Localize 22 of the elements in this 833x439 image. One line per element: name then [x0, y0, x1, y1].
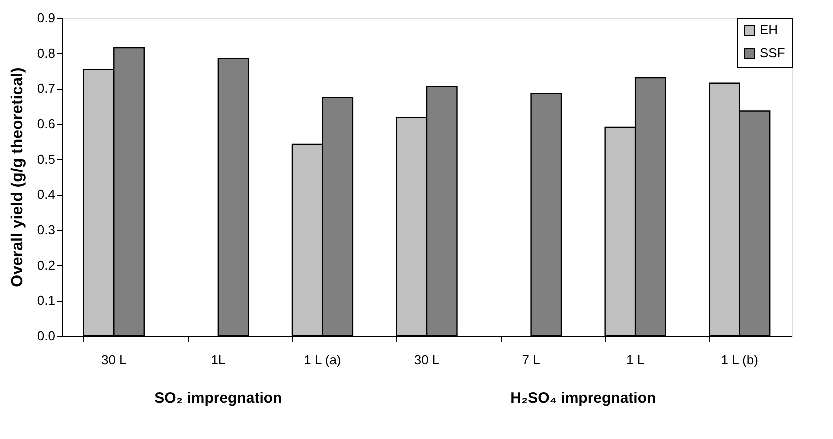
y-tick-label: 0.1 [37, 293, 56, 308]
x-tick-label: 7 L [522, 352, 540, 368]
text: H₂SO₄ impregnation [510, 390, 656, 407]
x-tick-label: 1L [211, 352, 226, 368]
y-tick-label: 0.6 [37, 116, 56, 132]
x-tick-label: 30 L [414, 352, 440, 368]
y-tick-label: 0.0 [37, 328, 56, 344]
y-tick-label: 0.9 [37, 10, 56, 26]
x-tick-label: 1 L (b) [721, 352, 758, 368]
x-tick-label: 1 L (a) [304, 352, 342, 368]
x-tick-label: 1 L [626, 352, 645, 368]
y-tick-label: 0.4 [37, 187, 56, 202]
text: SO₂ impregnation [154, 390, 282, 407]
y-tick-label: 0.2 [37, 258, 56, 273]
legend-label: SSF [760, 46, 786, 60]
y-tick-label: 0.7 [37, 81, 56, 96]
x-tick-label: 30 L [101, 352, 127, 368]
y-tick-label: 0.8 [37, 46, 56, 61]
legend-label: EH [760, 22, 778, 38]
y-axis-title: Overall yield (g/g theoretical) [9, 68, 26, 288]
y-tick-label: 0.3 [37, 222, 56, 238]
y-tick-label: 0.5 [37, 152, 56, 167]
